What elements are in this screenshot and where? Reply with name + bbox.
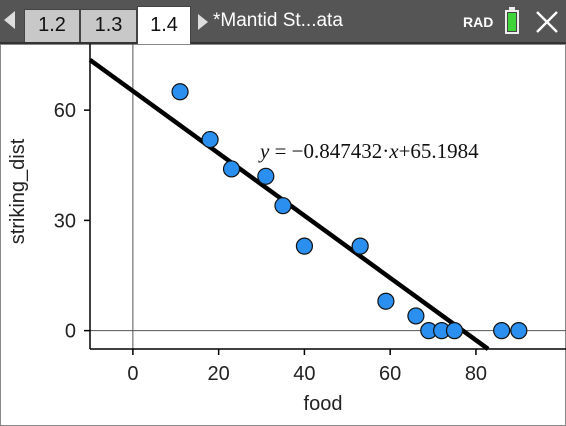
- y-axis-title: striking_dist: [7, 138, 29, 244]
- document-title[interactable]: *Mantid St...ata: [213, 10, 343, 31]
- x-tick-label: 20: [208, 363, 230, 385]
- equation-equals: =: [269, 139, 291, 163]
- document-menu-arrow-icon[interactable]: [198, 14, 208, 30]
- scroll-left-arrow-icon[interactable]: [4, 11, 15, 29]
- data-point[interactable]: [222, 160, 241, 178]
- equation-x: x: [388, 139, 399, 163]
- close-icon[interactable]: [534, 9, 560, 35]
- x-tick-label: 80: [465, 363, 487, 385]
- equation-intercept: +65.1984: [399, 139, 480, 163]
- x-tick-label: 0: [127, 363, 138, 385]
- data-point[interactable]: [407, 307, 425, 325]
- tab-1-2[interactable]: 1.2: [24, 9, 80, 42]
- data-point[interactable]: [510, 322, 528, 340]
- data-point[interactable]: [171, 83, 189, 101]
- x-tick-label: 40: [293, 363, 315, 385]
- data-point[interactable]: [445, 322, 464, 340]
- data-point[interactable]: [377, 292, 395, 310]
- angle-mode-indicator: RAD: [463, 14, 494, 30]
- equation-slope: −0.847432: [292, 139, 383, 163]
- equation-y: y: [258, 139, 270, 163]
- battery-icon: [505, 7, 519, 34]
- tab-bar: 1.2 1.3 1.4 *Mantid St...ata RAD: [0, 0, 566, 44]
- x-axis-title: food: [304, 393, 343, 415]
- data-point[interactable]: [295, 237, 314, 255]
- data-point[interactable]: [257, 167, 275, 185]
- y-tick-label: 30: [54, 210, 76, 232]
- scatter-plot[interactable]: 0 20 40 60 80 0 30 60 food striking_dist y = −0…: [0, 44, 566, 426]
- tab-1-3[interactable]: 1.3: [80, 9, 137, 42]
- y-tick-label: 60: [54, 100, 76, 122]
- y-tick-label: 0: [65, 321, 76, 343]
- data-point[interactable]: [493, 322, 511, 340]
- data-point[interactable]: [274, 197, 292, 215]
- tab-1-4[interactable]: 1.4: [137, 6, 191, 44]
- equation-dot: ·: [382, 139, 389, 163]
- regression-equation[interactable]: y = −0.847432·x+65.1984: [258, 139, 479, 163]
- data-point[interactable]: [201, 130, 219, 149]
- data-point[interactable]: [351, 237, 369, 255]
- x-tick-label: 60: [379, 363, 401, 385]
